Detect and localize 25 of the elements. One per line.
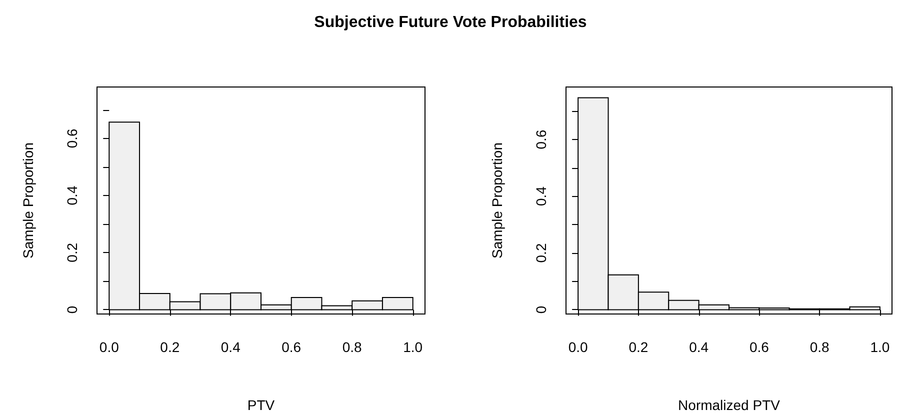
x-tick-label: 1.0 xyxy=(870,339,890,355)
x-tick-label: 0.8 xyxy=(342,339,362,355)
y-axis-title: Sample Proportion xyxy=(489,142,505,258)
x-tick-label: 0.0 xyxy=(568,339,588,355)
x-axis-title: Normalized PTV xyxy=(678,397,781,413)
y-tick-label: 0.6 xyxy=(64,128,80,148)
x-tick-label: 0.8 xyxy=(810,339,830,355)
y-tick-label: 0.4 xyxy=(533,186,549,206)
y-tick-label: 0.2 xyxy=(533,243,549,263)
y-axis-title: Sample Proportion xyxy=(20,142,36,258)
y-tick-label: 0 xyxy=(533,306,549,314)
x-tick-label: 0.4 xyxy=(220,339,241,355)
y-tick-label: 0.4 xyxy=(64,186,80,206)
x-tick-label: 0.6 xyxy=(749,339,770,355)
x-tick-label: 0.4 xyxy=(689,339,709,355)
x-tick-label: 0.2 xyxy=(628,339,648,355)
y-tick-label: 0.6 xyxy=(533,130,549,150)
y-tick-label: 0.2 xyxy=(64,242,80,262)
y-tick-label: 0 xyxy=(64,306,80,314)
x-axis-title: PTV xyxy=(247,397,276,413)
x-tick-label: 0.2 xyxy=(160,339,180,355)
x-tick-label: 1.0 xyxy=(403,339,423,355)
x-tick-label: 0.0 xyxy=(99,339,120,355)
x-tick-label: 0.6 xyxy=(282,339,302,355)
chart-title: Subjective Future Vote Probabilities xyxy=(313,14,588,32)
